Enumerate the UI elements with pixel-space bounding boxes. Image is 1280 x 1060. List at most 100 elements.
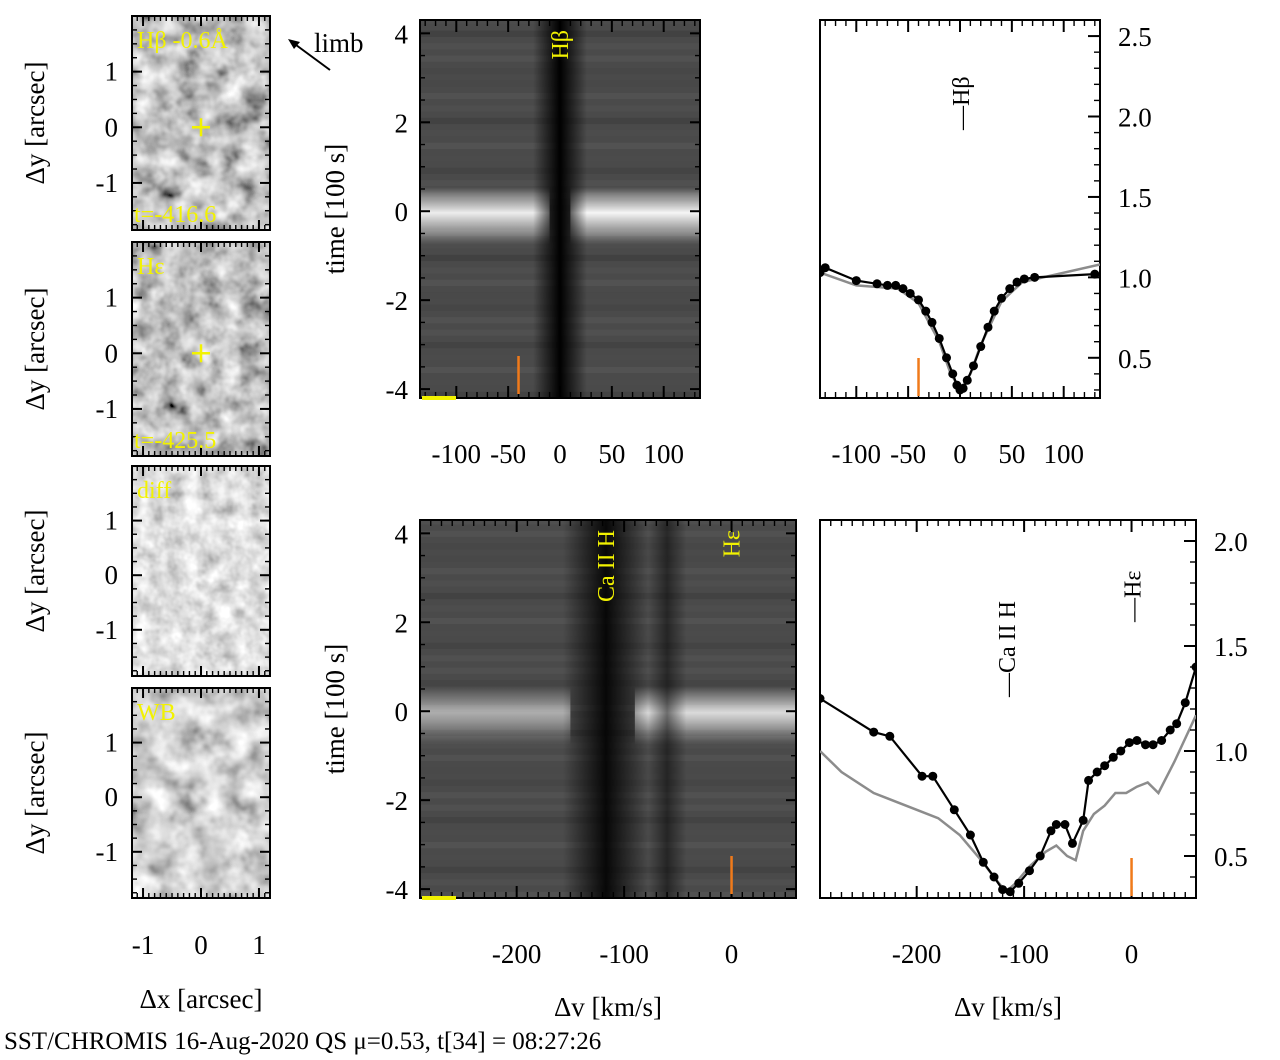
observed-data-point — [1005, 887, 1015, 897]
image-panel-time: t=-425.5 — [134, 428, 216, 454]
plot-frame — [819, 519, 1197, 899]
image-panel-texture — [132, 688, 270, 898]
image-panel-3: 1 0 -1 Δy [arcsec] diff — [20, 465, 271, 677]
observed-data-point — [998, 885, 1008, 895]
image-panel-column: 1 0 -1 Δy [arcsec] Hβ -0.6Å t=-416.6 1 0 -1 Δy [a… — [20, 15, 271, 1014]
image-panel-ylabel: Δy [arcsec] — [20, 509, 50, 632]
image-panel-4: 1 0 -1 Δy [arcsec] WB -1 0 1 Δx [arcsec] — [20, 687, 271, 1014]
x-tick-label: 1 — [252, 930, 266, 960]
y-tick-label: 2 — [395, 608, 409, 638]
spectral-line-label: —Hε — [1121, 571, 1147, 623]
y-tick-label: 1 — [105, 283, 119, 313]
bright-band — [570, 186, 700, 245]
image-panel-label: Hε — [137, 254, 164, 280]
y-tick-label: 0 — [395, 197, 409, 227]
spectral-line-label: —Hβ — [949, 76, 975, 131]
y-tick-label: 1 — [105, 728, 119, 758]
y-tick-label: 1.5 — [1118, 183, 1152, 213]
y-tick-label: 1 — [105, 506, 119, 536]
observed-data-point — [1132, 736, 1142, 745]
heatmap-ylabel: time [100 s] — [320, 144, 350, 274]
x-tick-label: -200 — [892, 939, 942, 969]
observed-data-point — [898, 284, 908, 294]
limb-arrow-head — [288, 39, 300, 49]
y-tick-label: 1 — [105, 57, 119, 87]
y-tick-label: -2 — [386, 786, 409, 816]
bright-band — [420, 686, 571, 745]
dark-core — [647, 520, 687, 898]
hbeta-time-velocity-heatmap: 4 2 0 -2 -4 -100 -50 0 50 100 time [100 s] Hβ — [320, 19, 701, 469]
x-tick-label: 50 — [998, 439, 1025, 469]
observed-data-point — [1180, 698, 1190, 708]
y-tick-label: -1 — [96, 615, 119, 645]
image-panel-2: 1 0 -1 Δy [arcsec] Hε t=-425.5 — [20, 241, 271, 457]
observed-data-point — [885, 731, 895, 741]
heatmap-frame — [419, 519, 797, 899]
y-tick-label: 2.0 — [1118, 103, 1152, 133]
observed-data-point — [891, 280, 901, 290]
observed-data-point — [949, 805, 959, 815]
observed-data-point — [882, 280, 892, 290]
limb-arrow — [291, 41, 331, 71]
reference-profile-line — [820, 714, 1196, 894]
observed-data-point — [820, 263, 830, 273]
image-panel-xlabel: Δx [arcsec] — [139, 984, 262, 1014]
x-tick-label: -100 — [599, 939, 649, 969]
observed-data-point — [968, 361, 978, 371]
image-panel-label: Hβ -0.6Å — [137, 28, 229, 54]
image-panel-1: 1 0 -1 Δy [arcsec] Hβ -0.6Å t=-416.6 — [20, 15, 271, 231]
y-tick-label: 0 — [105, 338, 119, 368]
plot-area — [820, 662, 1196, 897]
x-tick-label: 50 — [598, 439, 625, 469]
observed-data-point — [962, 375, 972, 385]
observed-data-point — [1024, 866, 1034, 876]
observed-data-point — [1141, 740, 1151, 750]
observed-data-point — [914, 295, 924, 305]
x-tick-label: 0 — [725, 939, 739, 969]
observed-data-point — [1084, 775, 1094, 785]
observed-data-point — [1030, 272, 1040, 282]
y-tick-label: 2 — [395, 108, 409, 138]
hbeta-profile-plot: 2.5 2.0 1.5 1.0 0.5 -100 -50 0 50 100 —Hβ — [819, 19, 1152, 469]
observed-data-point — [942, 353, 952, 363]
x-tick-label: -100 — [832, 439, 882, 469]
caiih-heps-time-velocity-heatmap: 4 2 0 -2 -4 -200 -100 0 time [100 s] Δv [km/s] Ca … — [320, 519, 797, 1022]
image-panel-ylabel: Δy [arcsec] — [20, 287, 50, 410]
limb-indicator: limb — [288, 28, 364, 71]
observed-data-point — [921, 306, 931, 316]
image-panel-texture — [132, 466, 270, 676]
y-tick-label: -4 — [386, 875, 409, 905]
y-tick-label: 1.5 — [1214, 632, 1248, 662]
y-tick-label: 2.5 — [1118, 22, 1152, 52]
spectral-line-label: Ca II H — [594, 530, 620, 602]
y-tick-label: -1 — [96, 168, 119, 198]
observed-data-point — [1165, 725, 1175, 735]
x-tick-label: -1 — [132, 930, 155, 960]
observed-data-point — [976, 342, 986, 352]
observed-data-point — [1014, 878, 1024, 888]
observed-data-point — [820, 694, 825, 703]
observed-data-point — [1046, 826, 1056, 836]
observed-data-point — [1051, 820, 1061, 829]
y-tick-label: -2 — [386, 286, 409, 316]
x-tick-label: 0 — [553, 439, 567, 469]
y-tick-label: 0 — [105, 112, 119, 142]
x-tick-label: 0 — [194, 930, 208, 960]
observed-data-point — [851, 276, 861, 286]
x-tick-label: -50 — [490, 439, 526, 469]
plot-xlabel: Δv [km/s] — [954, 992, 1062, 1022]
y-tick-label: 4 — [395, 19, 409, 49]
y-tick-label: -1 — [96, 837, 119, 867]
observed-data-point — [1108, 752, 1118, 762]
plot-frame — [819, 19, 1101, 399]
observed-data-point — [917, 771, 927, 781]
observed-data-point — [965, 830, 975, 840]
x-tick-label: -100 — [999, 939, 1049, 969]
observed-data-point — [928, 771, 938, 781]
observed-data-point — [1116, 746, 1126, 756]
observed-data-point — [983, 322, 993, 332]
observed-data-point — [927, 317, 937, 327]
observed-data-point — [1124, 738, 1134, 748]
y-tick-label: 0.5 — [1214, 842, 1248, 872]
